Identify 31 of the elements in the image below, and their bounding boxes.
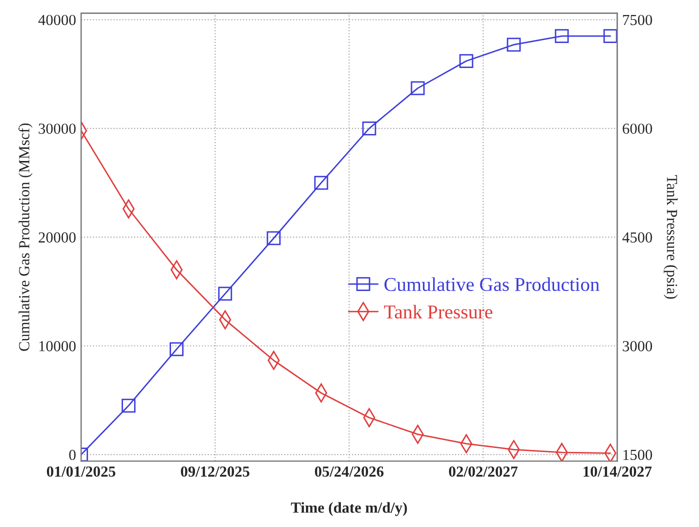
x-tick-label: 09/12/2025: [180, 466, 250, 477]
y2-axis-title: Tank Pressure (psia): [664, 175, 678, 299]
point: [603, 29, 618, 43]
y2-tick-label: 3000: [622, 341, 652, 352]
point: [218, 286, 232, 301]
point: [170, 342, 184, 356]
y-tick-label: 0: [69, 450, 76, 460]
x-axis-title: Time (date m/d/y): [290, 502, 407, 516]
legend-label: Tank Pressure: [384, 304, 492, 319]
x-tick-label: 05/24/2026: [314, 466, 384, 477]
y-tick-label: 30000: [38, 124, 76, 134]
point: [122, 398, 136, 413]
x-tick-label: 02/02/2027: [448, 466, 518, 477]
point: [506, 38, 521, 52]
y-tick-label: 20000: [38, 232, 76, 243]
point: [266, 231, 281, 246]
y-tick-label: 40000: [38, 14, 76, 26]
y2-tick-label: 7500: [623, 14, 652, 26]
y2-tick-label: 4500: [622, 232, 652, 243]
legend-label: Cumulative Gas Production: [384, 277, 600, 292]
point: [459, 54, 474, 68]
point: [410, 81, 425, 96]
y2-tick-label: 6000: [622, 124, 652, 134]
point: [314, 176, 328, 190]
x-tick-label: 10/14/2027: [584, 466, 652, 477]
y-axis-title: Cumulative Gas Production (MMscf): [18, 123, 32, 351]
point: [554, 29, 569, 43]
y-tick-label: 10000: [39, 341, 76, 352]
y2-tick-label: 1500: [623, 450, 652, 460]
x-tick-label: 01/01/2025: [46, 466, 116, 477]
point: [362, 121, 376, 136]
